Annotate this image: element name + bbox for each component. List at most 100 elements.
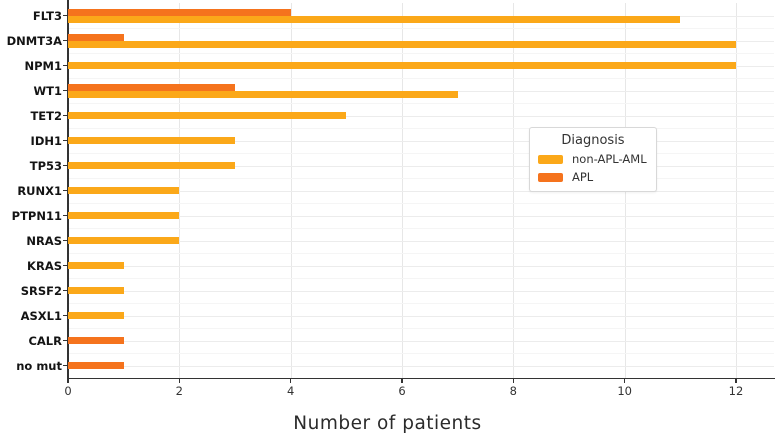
horizontal-gridline-minor	[68, 28, 774, 29]
bar-non-apl-aml-DNMT3A	[68, 40, 736, 48]
horizontal-gridline	[68, 340, 774, 342]
bar-non-apl-aml-TP53	[68, 162, 235, 169]
horizontal-gridline-minor	[68, 353, 774, 354]
horizontal-gridline	[68, 215, 774, 217]
x-axis-tick-label: 4	[286, 384, 295, 398]
y-axis-tick	[63, 364, 67, 367]
y-axis-label: PTPN11	[11, 208, 62, 223]
bar-non-apl-aml-WT1	[68, 90, 458, 98]
y-axis-tick	[63, 39, 67, 42]
bar-non-apl-aml-ASXL1	[68, 312, 124, 319]
y-axis-tick	[63, 139, 67, 142]
bar-non-apl-aml-KRAS	[68, 262, 124, 269]
horizontal-gridline	[68, 115, 774, 117]
y-axis-tick	[63, 314, 67, 317]
y-axis-tick	[63, 214, 67, 217]
horizontal-gridline	[68, 315, 774, 317]
x-axis-tick	[735, 379, 737, 383]
x-axis-line	[67, 377, 775, 379]
horizontal-gridline-minor	[68, 78, 774, 79]
x-axis-tick	[178, 379, 181, 383]
horizontal-gridline	[68, 140, 774, 142]
y-axis-label: KRAS	[27, 258, 62, 273]
x-axis-tick-label: 0	[64, 384, 72, 398]
legend: Diagnosis non-APL-AML APL	[529, 127, 657, 192]
horizontal-gridline-minor	[68, 103, 774, 104]
bar-apl-WT1	[68, 83, 235, 91]
y-axis-label: TP53	[29, 158, 62, 173]
bar-apl-CALR	[68, 337, 124, 344]
horizontal-gridline-minor	[68, 153, 774, 154]
legend-label-non-apl-aml: non-APL-AML	[572, 152, 647, 166]
bar-apl-DNMT3A	[68, 33, 124, 41]
legend-label-apl: APL	[572, 170, 594, 184]
y-axis-tick	[63, 64, 67, 67]
y-axis-tick	[63, 264, 67, 267]
y-axis-tick	[63, 164, 67, 167]
horizontal-gridline-minor	[68, 328, 774, 329]
y-axis-tick	[63, 14, 67, 17]
bar-non-apl-aml-RUNX1	[68, 187, 180, 194]
bar-non-apl-aml-FLT3	[68, 15, 681, 23]
y-axis-tick	[63, 239, 67, 242]
y-axis-label: NRAS	[26, 233, 62, 248]
y-axis-label: SRSF2	[20, 283, 62, 298]
y-axis-label: DNMT3A	[6, 33, 62, 48]
y-axis-label: FLT3	[32, 8, 62, 23]
horizontal-gridline	[68, 190, 774, 192]
horizontal-gridline-minor	[68, 203, 774, 204]
x-axis-tick	[67, 379, 69, 383]
y-axis-label: IDH1	[30, 133, 62, 148]
horizontal-gridline-minor	[68, 253, 774, 254]
bar-apl-FLT3	[68, 8, 291, 16]
y-axis-label: NPM1	[24, 58, 63, 73]
horizontal-gridline-minor	[68, 228, 774, 229]
y-axis-label: RUNX1	[17, 183, 62, 198]
bar-non-apl-aml-PTPN11	[68, 212, 180, 219]
x-axis-tick	[623, 379, 626, 383]
x-axis-title: Number of patients	[293, 413, 482, 434]
horizontal-gridline	[68, 165, 774, 167]
x-axis-tick-label: 12	[728, 384, 744, 398]
bar-apl-no mut	[68, 362, 124, 369]
bar-non-apl-aml-NPM1	[68, 62, 736, 69]
x-axis-tick-label: 2	[175, 384, 183, 398]
plot-area	[68, 3, 774, 378]
bar-non-apl-aml-NRAS	[68, 237, 180, 244]
x-axis-tick-label: 10	[617, 384, 632, 398]
horizontal-gridline-minor	[68, 53, 774, 54]
bar-non-apl-aml-SRSF2	[68, 287, 124, 294]
y-axis-label: no mut	[16, 358, 62, 373]
y-axis-label: CALR	[28, 333, 62, 348]
legend-title: Diagnosis	[561, 133, 625, 148]
bar-non-apl-aml-TET2	[68, 112, 347, 119]
x-axis-tick	[512, 379, 515, 383]
bar-non-apl-aml-IDH1	[68, 137, 235, 144]
y-axis-tick	[63, 339, 67, 342]
horizontal-gridline	[68, 265, 774, 267]
x-axis-tick	[289, 379, 292, 383]
legend-swatch-apl	[538, 172, 563, 182]
horizontal-gridline-minor	[68, 303, 774, 304]
y-axis-label: TET2	[30, 108, 62, 123]
horizontal-gridline-minor	[68, 128, 774, 129]
y-axis-label: WT1	[33, 83, 62, 98]
x-axis-tick	[401, 379, 403, 383]
horizontal-gridline	[68, 365, 774, 367]
horizontal-gridline-minor	[68, 178, 774, 179]
horizontal-gridline	[68, 290, 774, 292]
y-axis-label: ASXL1	[20, 308, 62, 323]
legend-entry-apl: APL	[538, 170, 648, 184]
legend-swatch-non-apl-aml	[538, 154, 563, 164]
y-axis-line	[67, 0, 69, 378]
horizontal-gridline-minor	[68, 278, 774, 279]
legend-entry-non-apl-aml: non-APL-AML	[538, 152, 648, 166]
x-axis-tick-label: 6	[398, 384, 406, 398]
horizontal-gridline	[68, 240, 774, 242]
y-axis-tick	[63, 89, 67, 92]
y-axis-tick	[63, 189, 67, 192]
x-axis-tick-label: 8	[509, 384, 517, 398]
y-axis-tick	[63, 289, 67, 292]
y-axis-tick	[63, 114, 67, 117]
